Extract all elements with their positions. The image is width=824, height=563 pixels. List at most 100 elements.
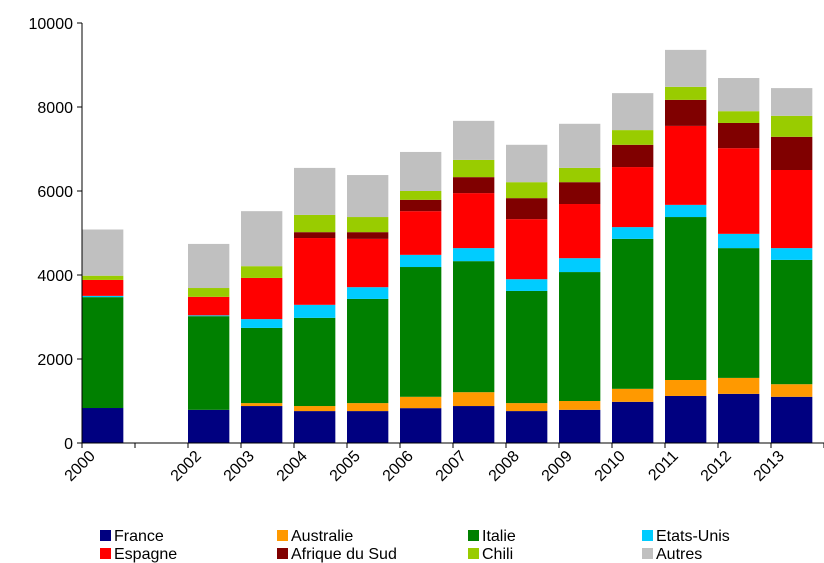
- bar-segment: [665, 217, 707, 380]
- bar-segment: [241, 319, 283, 328]
- y-tick-label: 6000: [37, 184, 73, 201]
- legend-label: Autres: [656, 546, 702, 563]
- bar-segment: [718, 122, 760, 149]
- bar-segment: [771, 136, 813, 170]
- bar-segment: [400, 211, 442, 255]
- bar-segment: [612, 238, 654, 389]
- bar-segment: [294, 406, 336, 412]
- bar-segment: [453, 406, 495, 443]
- y-tick-label: 2000: [37, 352, 73, 369]
- bar-segment: [718, 248, 760, 378]
- bar-segment: [612, 144, 654, 168]
- bar-segment: [559, 123, 601, 168]
- bar-segment: [294, 214, 336, 233]
- bar-segment: [506, 198, 548, 220]
- x-tick-label: 2004: [274, 448, 311, 485]
- bar-segment: [665, 86, 707, 100]
- bar-segment: [82, 408, 124, 443]
- bar-segment: [453, 193, 495, 249]
- bar-segment: [241, 277, 283, 320]
- legend-swatch: [100, 530, 111, 541]
- legend-swatch: [468, 548, 479, 559]
- bar-segment: [771, 115, 813, 137]
- bar-segment: [718, 377, 760, 394]
- legend-label: Etats-Unis: [656, 528, 730, 545]
- bar-segment: [188, 296, 230, 316]
- legend-label: Afrique du Sud: [291, 546, 397, 563]
- bar-segment: [400, 151, 442, 191]
- bar-segment: [771, 259, 813, 385]
- x-tick-label: 2003: [221, 448, 258, 485]
- bar-segment: [294, 304, 336, 318]
- bar-segment: [665, 380, 707, 396]
- bar-segment: [612, 388, 654, 402]
- bar-segment: [453, 177, 495, 194]
- bar-segment: [347, 411, 389, 443]
- bar-segment: [718, 393, 760, 443]
- x-tick-label: 2012: [698, 448, 735, 485]
- bar-segment: [771, 396, 813, 443]
- bar-segment: [453, 261, 495, 393]
- x-tick-label: 2010: [592, 448, 629, 485]
- bar-segment: [612, 401, 654, 443]
- bar-segment: [188, 288, 230, 297]
- bar-segment: [559, 167, 601, 183]
- bar-segment: [665, 125, 707, 205]
- bar-segment: [506, 403, 548, 412]
- x-tick-label: 2002: [168, 448, 205, 485]
- bar-segment: [241, 406, 283, 443]
- bar-segment: [506, 279, 548, 291]
- legend-swatch: [100, 548, 111, 559]
- bar-segment: [771, 384, 813, 397]
- x-tick-label: 2005: [327, 448, 364, 485]
- x-tick-label: 2007: [433, 448, 470, 485]
- bar-segment: [188, 316, 230, 410]
- bar-segment: [400, 254, 442, 268]
- legend-label: Italie: [482, 528, 516, 545]
- bar-segment: [82, 229, 124, 276]
- bar-segment: [612, 227, 654, 239]
- bar-segment: [347, 238, 389, 288]
- x-tick-label: 2011: [645, 448, 681, 484]
- y-tick-label: 0: [64, 436, 73, 453]
- y-tick-label: 8000: [37, 100, 73, 117]
- bar-segment: [400, 408, 442, 443]
- bar-segment: [559, 401, 601, 410]
- legend-swatch: [642, 548, 653, 559]
- bar-segment: [559, 258, 601, 273]
- bar-segment: [400, 199, 442, 212]
- bar-segment: [718, 111, 760, 123]
- legend-swatch: [277, 548, 288, 559]
- bar-segment: [559, 204, 601, 259]
- bar-segment: [665, 204, 707, 218]
- bar-segment: [506, 290, 548, 404]
- bar-segment: [294, 232, 336, 239]
- legend-label: Chili: [482, 546, 513, 563]
- bar-segment: [718, 148, 760, 234]
- bar-segment: [771, 170, 813, 249]
- bar-segment: [347, 298, 389, 404]
- bar-segment: [294, 411, 336, 443]
- bar-segment: [453, 248, 495, 262]
- bar-segment: [506, 219, 548, 280]
- bar-segment: [241, 403, 283, 407]
- bar-segment: [612, 167, 654, 228]
- bar-segment: [82, 279, 124, 296]
- bar-segment: [347, 217, 389, 233]
- x-tick-label: 2000: [62, 448, 99, 485]
- bar-segment: [347, 175, 389, 218]
- bar-segment: [188, 315, 230, 317]
- bar-segment: [400, 396, 442, 409]
- bar-segment: [82, 275, 124, 280]
- bar-segment: [718, 233, 760, 249]
- bar-segment: [400, 267, 442, 397]
- bar-segment: [559, 409, 601, 443]
- legend-swatch: [277, 530, 288, 541]
- bar-segment: [241, 327, 283, 404]
- bar-segment: [188, 243, 230, 289]
- legend-label: Espagne: [114, 546, 177, 563]
- y-tick-label: 4000: [37, 268, 73, 285]
- bar-segment: [347, 403, 389, 412]
- bar-segment: [665, 395, 707, 443]
- bar-segment: [506, 144, 548, 183]
